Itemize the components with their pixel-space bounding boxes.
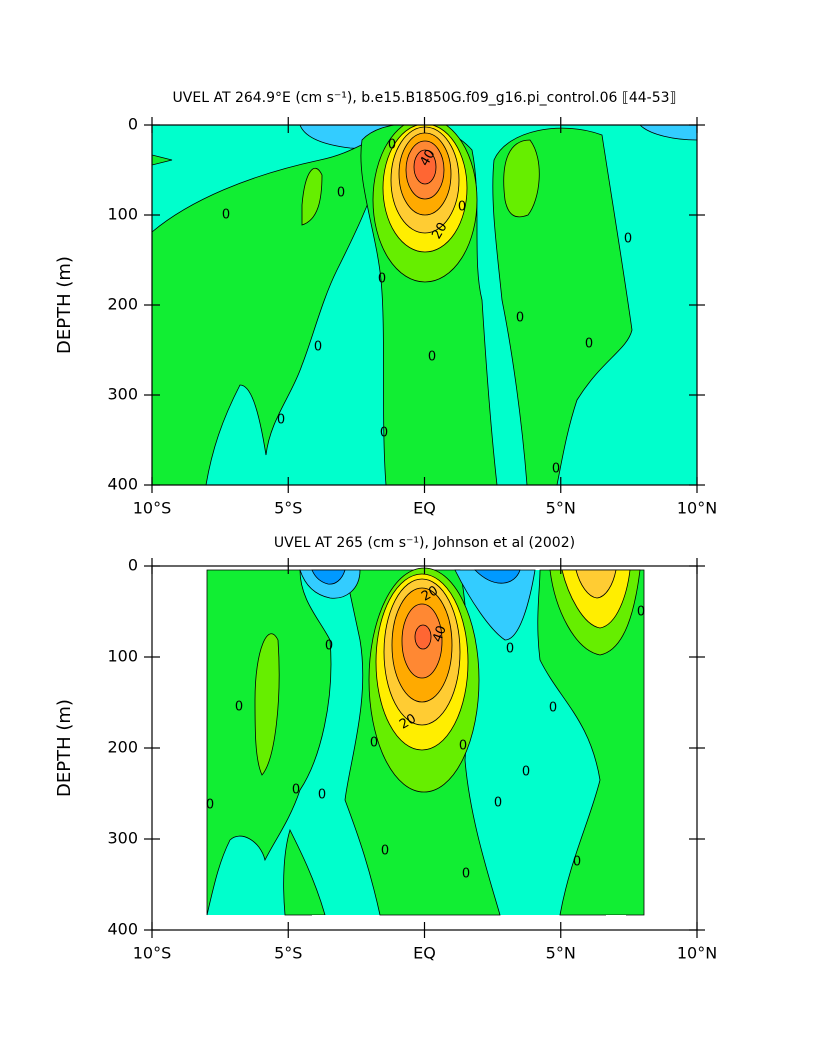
x-tick-label: 10°S — [133, 944, 172, 963]
x-tick-label: EQ — [413, 499, 436, 518]
contour-region — [492, 127, 633, 485]
chart-title: UVEL AT 265 (cm s⁻¹), Johnson et al (200… — [274, 535, 575, 551]
contour-label: 40 — [417, 147, 438, 169]
contour-region — [515, 915, 539, 930]
contour-label: 20 — [419, 583, 441, 604]
contour-label: 0 — [381, 844, 389, 859]
contour-field — [152, 125, 697, 485]
x-tick-label: 5°S — [274, 499, 302, 518]
y-axis-title: DEPTH (m) — [54, 699, 75, 797]
x-tick-label: 5°S — [274, 944, 302, 963]
contour-region — [152, 139, 387, 485]
contour-region — [414, 624, 432, 650]
y-tick-label: 400 — [107, 475, 138, 494]
contour-region — [225, 915, 265, 930]
contour-label: 0 — [337, 186, 345, 201]
contour-label: 0 — [506, 642, 514, 657]
contour-label: 0 — [459, 739, 467, 754]
contour-label: 0 — [494, 796, 502, 811]
chart-title: UVEL AT 264.9°E (cm s⁻¹), b.e15.B1850G.f… — [173, 90, 677, 106]
contour-label: 0 — [222, 208, 230, 223]
contour-region — [312, 915, 328, 930]
contour-region — [606, 915, 626, 930]
contour-label: 0 — [235, 700, 243, 715]
contour-region — [152, 154, 173, 166]
y-tick-label: 100 — [107, 205, 138, 224]
contour-field — [206, 567, 645, 930]
contour-region — [474, 569, 521, 584]
contour-region — [537, 569, 645, 916]
contour-label: 0 — [552, 462, 560, 477]
contour-region — [561, 569, 631, 629]
contour-label: 20 — [397, 711, 419, 732]
contour-label: 0 — [516, 311, 524, 326]
contour-region — [413, 149, 437, 185]
y-tick-label: 100 — [107, 647, 138, 666]
contour-label: 0 — [637, 605, 645, 620]
contour-label: 0 — [292, 783, 300, 798]
y-axis-title: DEPTH (m) — [54, 256, 75, 354]
x-tick-label: 10°N — [677, 944, 717, 963]
contour-label: 0 — [206, 798, 214, 813]
contour-label: 0 — [380, 426, 388, 441]
contour-label: 0 — [370, 736, 378, 751]
contour-label: 0 — [549, 701, 557, 716]
x-tick-label: EQ — [413, 944, 436, 963]
x-tick-label: 10°S — [133, 499, 172, 518]
contour-label: 20 — [429, 220, 450, 242]
contour-label: 40 — [430, 624, 450, 645]
x-tick-label: 10°N — [677, 499, 717, 518]
contour-region — [311, 569, 346, 585]
y-tick-label: 200 — [107, 738, 138, 757]
y-tick-label: 200 — [107, 295, 138, 314]
contour-label: 0 — [318, 788, 326, 803]
y-tick-label: 300 — [107, 829, 138, 848]
y-tick-label: 0 — [128, 115, 138, 134]
contour-label: 0 — [462, 867, 470, 882]
contour-label: 0 — [585, 337, 593, 352]
contour-label: 0 — [458, 200, 466, 215]
contour-region — [639, 125, 697, 141]
x-tick-label: 5°N — [546, 499, 576, 518]
contour-label: 0 — [277, 413, 285, 428]
y-tick-label: 0 — [128, 556, 138, 575]
contour-label: 0 — [325, 639, 333, 654]
contour-region — [301, 167, 323, 226]
contour-region — [575, 569, 617, 599]
y-tick-label: 400 — [107, 920, 138, 939]
contour-label: 0 — [314, 340, 322, 355]
contour-region — [454, 569, 536, 641]
contour-region — [503, 139, 540, 218]
y-tick-label: 300 — [107, 385, 138, 404]
contour-label: 0 — [428, 350, 436, 365]
x-tick-label: 5°N — [546, 944, 576, 963]
contour-label: 0 — [522, 765, 530, 780]
contour-region — [254, 633, 280, 776]
contour-label: 0 — [624, 232, 632, 247]
contour-label: 0 — [573, 855, 581, 870]
contour-label: 0 — [378, 272, 386, 287]
contour-region — [283, 828, 326, 916]
contour-label: 0 — [388, 138, 396, 153]
